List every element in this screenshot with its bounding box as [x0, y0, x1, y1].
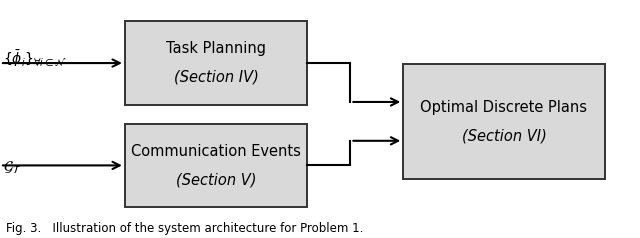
Text: Optimal Discrete Plans: Optimal Discrete Plans [420, 99, 588, 115]
Text: Fig. 3.   Illustration of the system architecture for Problem 1.: Fig. 3. Illustration of the system archi… [6, 222, 364, 235]
Text: $\mathcal{G}_{\mathcal{T}}$: $\mathcal{G}_{\mathcal{T}}$ [3, 159, 22, 176]
FancyBboxPatch shape [125, 21, 307, 105]
Text: (Section VI): (Section VI) [461, 128, 547, 143]
Text: $\{\bar{\phi}_i\}_{\forall i \in \mathcal{N}}$: $\{\bar{\phi}_i\}_{\forall i \in \mathca… [3, 48, 67, 69]
FancyBboxPatch shape [403, 64, 605, 178]
FancyBboxPatch shape [125, 124, 307, 207]
Text: (Section V): (Section V) [176, 172, 256, 187]
Text: Task Planning: Task Planning [166, 41, 266, 56]
Text: Communication Events: Communication Events [131, 144, 301, 159]
Text: (Section IV): (Section IV) [173, 70, 259, 85]
